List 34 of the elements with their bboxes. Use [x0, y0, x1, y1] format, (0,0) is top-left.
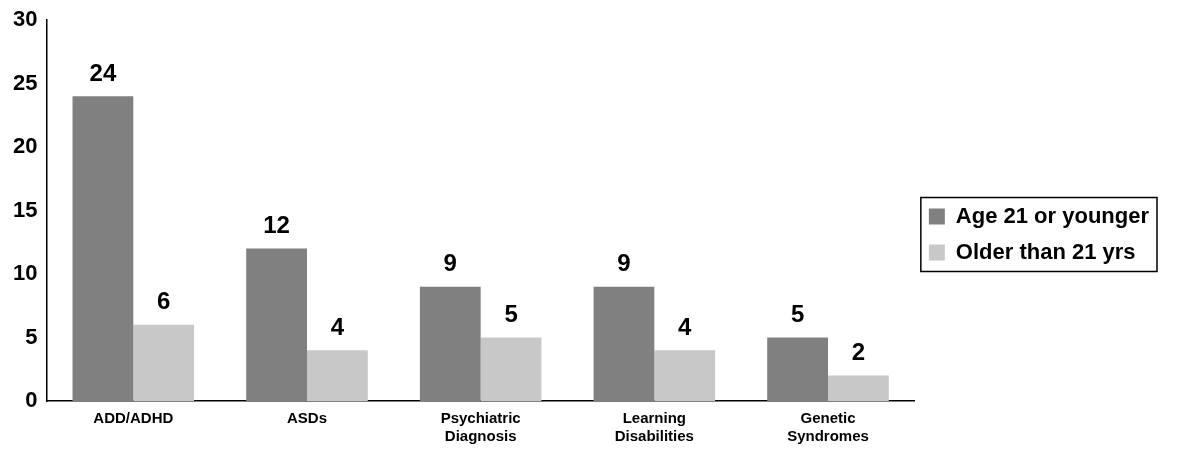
bar — [828, 375, 889, 401]
x-tick-label: Psychiatric Diagnosis — [440, 409, 521, 445]
data-label: 9 — [443, 249, 457, 277]
bar — [480, 337, 542, 401]
bar — [767, 337, 829, 401]
bar — [246, 248, 307, 401]
data-label: 5 — [790, 300, 805, 328]
data-label: 4 — [330, 312, 345, 340]
x-tick-label: ADD/ADHD — [93, 409, 174, 427]
data-label: 6 — [157, 287, 171, 315]
data-label: 4 — [678, 312, 693, 340]
data-label: 12 — [263, 211, 290, 239]
data-label: 9 — [617, 249, 631, 277]
x-tick-label: Learning Disabilities — [614, 409, 694, 445]
x-tick-label: ASDs — [286, 409, 327, 427]
bar — [419, 286, 481, 401]
legend-label: Age 21 or younger — [955, 202, 1150, 228]
y-tick-label: 5 — [25, 323, 38, 349]
y-tick-label: 10 — [12, 260, 38, 286]
bar — [133, 324, 195, 401]
y-tick-label: 25 — [12, 69, 38, 95]
bar — [72, 96, 134, 401]
bar — [593, 286, 655, 401]
data-label: 2 — [851, 338, 866, 366]
data-label: 24 — [89, 58, 117, 86]
y-tick-label: 0 — [25, 387, 38, 413]
data-label: 5 — [504, 300, 518, 328]
x-tick-label: Genetic Syndromes — [787, 409, 869, 445]
y-tick-label: 20 — [12, 133, 38, 159]
bar — [306, 350, 368, 401]
legend-label: Older than 21 yrs — [955, 238, 1136, 264]
bar — [654, 350, 716, 401]
y-tick-label: 30 — [12, 6, 38, 32]
y-tick-label: 15 — [12, 196, 38, 222]
